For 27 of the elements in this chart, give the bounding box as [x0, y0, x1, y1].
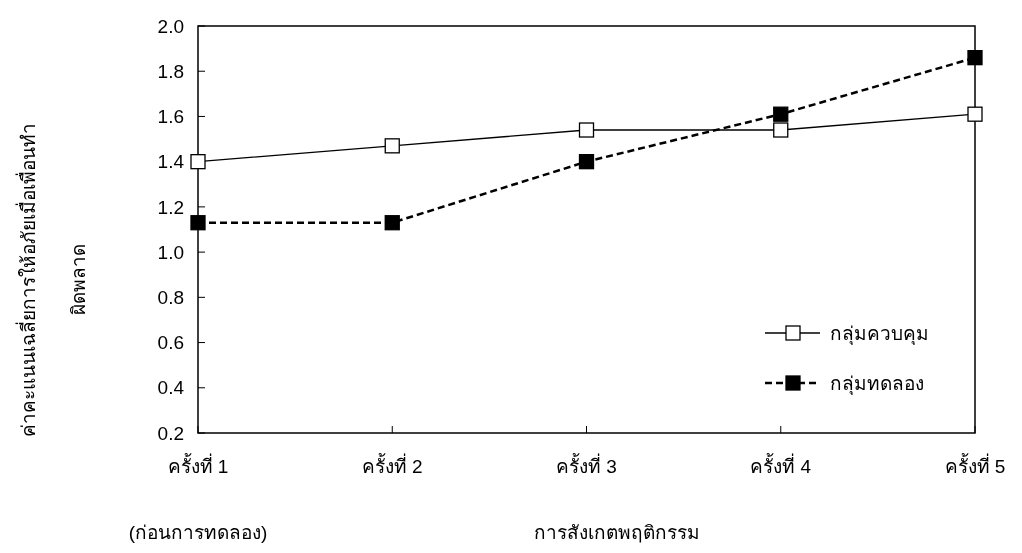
x-tick-label: ครั้งที่ 3	[556, 453, 617, 477]
y-tick-label: 1.2	[157, 196, 184, 218]
y-tick-label: 1.0	[157, 241, 184, 263]
legend-label: กลุ่มทดลอง	[830, 372, 924, 396]
y-tick-label: 1.6	[157, 106, 184, 128]
point	[578, 122, 595, 138]
x-axis-title: การสังเกตพฤติกรรม	[533, 522, 700, 543]
point	[773, 122, 789, 138]
point	[190, 154, 206, 170]
y-tick-label: 0.8	[157, 286, 184, 308]
x-tick-label: ครั้งที่ 5	[944, 453, 1006, 477]
point	[967, 106, 983, 122]
legend-label: กลุ่มควบคุม	[830, 322, 929, 346]
point	[773, 106, 789, 122]
y-tick-label: 0.4	[157, 377, 185, 399]
point	[967, 50, 983, 66]
y-tick-label: 0.2	[157, 422, 184, 444]
point	[578, 154, 595, 170]
y-tick-label: 0.6	[157, 332, 184, 354]
y-tick-label: 2.0	[157, 15, 184, 37]
point	[384, 215, 400, 231]
y-tick-label: 1.8	[157, 60, 184, 82]
point	[190, 215, 206, 231]
x-tick-label: ครั้งที่ 4	[750, 453, 812, 477]
y-tick-label: 1.4	[157, 151, 185, 173]
point	[384, 138, 400, 154]
x-tick-label: ครั้งที่ 2	[361, 453, 423, 477]
